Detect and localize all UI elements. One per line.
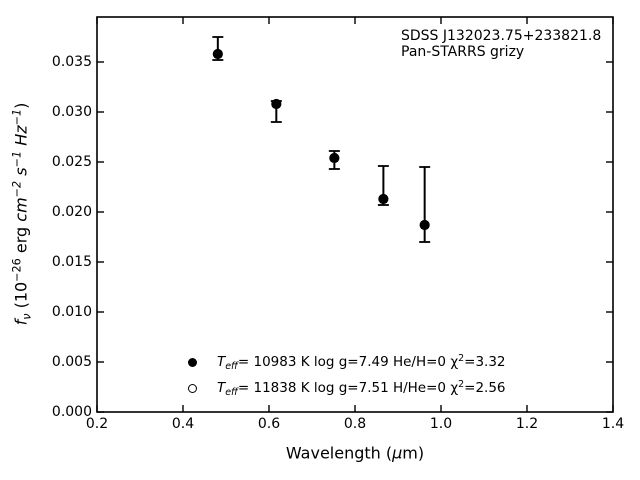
y-tick-label: 0.030	[51, 104, 92, 120]
y-tick-label: 0.010	[51, 304, 92, 320]
legend-entry-text: Teff= 11838 K log g=7.51 H/He=0 χ2=2.56	[217, 379, 506, 399]
y-tick-label: 0.020	[51, 204, 92, 220]
data-point-marker	[378, 193, 389, 205]
text-segment: T	[217, 380, 226, 396]
text-segment: χ	[450, 380, 459, 396]
text-segment: ν	[20, 313, 34, 320]
text-segment: =2.56	[464, 380, 506, 396]
text-segment: m)	[402, 443, 425, 463]
text-segment: −1	[10, 108, 24, 126]
text-segment: = 10983 K log g=7.49 He/H=0	[237, 354, 451, 370]
data-point	[377, 165, 389, 206]
x-tick-label: 1.0	[429, 416, 453, 432]
x-tick-label: 1.4	[601, 416, 625, 432]
x-tick-label: 1.2	[515, 416, 539, 432]
source-annotation: SDSS J132023.75+233821.8 Pan-STARRS griz…	[401, 28, 601, 60]
text-segment: =3.32	[464, 354, 506, 370]
x-tick-label: 0.2	[85, 416, 109, 432]
text-segment: f	[11, 319, 31, 326]
text-segment: erg	[11, 221, 31, 259]
text-segment: (10	[11, 281, 31, 314]
data-point-marker	[419, 219, 430, 231]
x-tick-label: 0.8	[343, 416, 367, 432]
data-point	[212, 36, 224, 61]
text-segment: s	[11, 167, 31, 176]
axes-frame	[96, 16, 614, 413]
filled-circle-icon	[188, 357, 197, 367]
y-tick-label: 0.005	[51, 354, 92, 370]
legend-entry: Teff= 11838 K log g=7.51 H/He=0 χ2=2.56	[188, 379, 506, 399]
text-segment: eff	[225, 361, 238, 373]
data-point	[328, 150, 340, 170]
data-point-marker	[329, 152, 340, 164]
text-segment: T	[217, 354, 226, 370]
y-tick-label: 0.035	[51, 54, 92, 70]
open-circle-icon	[188, 383, 197, 393]
y-axis-title: fν (10−26 erg cm−2 s−1 Hz−1)	[10, 103, 34, 326]
y-tick-label: 0.000	[51, 404, 92, 420]
source-id-text: SDSS J132023.75+233821.8	[401, 28, 602, 44]
text-segment: χ	[450, 354, 459, 370]
x-axis-title: Wavelength (μm)	[286, 444, 424, 463]
x-tick-label: 0.4	[171, 416, 195, 432]
text-segment: −26	[10, 258, 24, 282]
text-segment: −1	[10, 150, 24, 168]
text-segment: = 11838 K log g=7.51 H/He=0	[237, 380, 451, 396]
text-segment: Wavelength (	[285, 443, 393, 463]
data-point-marker	[271, 98, 282, 110]
text-segment: 2	[458, 379, 465, 391]
legend-entry-text: Teff= 10983 K log g=7.49 He/H=0 χ2=3.32	[217, 353, 506, 373]
y-tick-label: 0.015	[51, 254, 92, 270]
text-segment: μ	[392, 443, 403, 463]
data-point-marker	[212, 48, 223, 60]
legend-entry: Teff= 10983 K log g=7.49 He/H=0 χ2=3.32	[188, 353, 506, 373]
text-segment: −2	[10, 180, 24, 198]
text-segment: 2	[458, 353, 465, 365]
survey-name-text: Pan-STARRS grizy	[401, 44, 525, 60]
text-segment: Hz	[11, 125, 31, 146]
text-segment: cm	[11, 197, 31, 222]
data-point	[270, 98, 282, 123]
x-tick-label: 0.6	[257, 416, 281, 432]
text-segment: eff	[225, 387, 238, 399]
y-tick-label: 0.025	[51, 154, 92, 170]
data-point	[419, 166, 431, 243]
